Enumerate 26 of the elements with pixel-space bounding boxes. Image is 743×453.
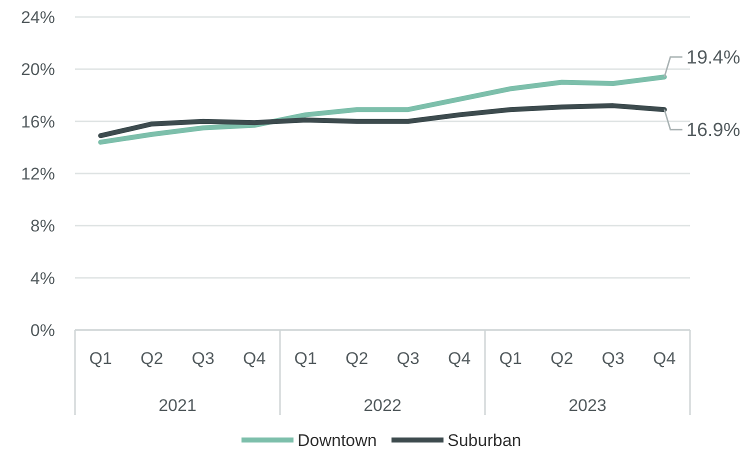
legend-label: Downtown (298, 430, 377, 450)
y-tick-label: 24% (20, 8, 55, 27)
x-tick-label: Q1 (499, 348, 522, 368)
x-tick-label: Q2 (550, 348, 574, 368)
text: 2022 (364, 396, 402, 415)
x-tick-label: Q4 (243, 348, 266, 368)
x-tick-label: Q3 (396, 348, 420, 368)
text: 2023 (568, 396, 606, 415)
y-tick-label: 4% (30, 268, 55, 288)
text: 2021 (158, 396, 196, 415)
y-tick-label: 20% (20, 60, 55, 80)
x-tick-label: Q2 (140, 348, 164, 368)
x-tick-label: Q4 (448, 348, 471, 368)
x-tick-label: Q3 (192, 348, 214, 368)
x-tick-label: Q3 (602, 348, 624, 368)
y-tick-label: 0% (30, 320, 55, 340)
x-tick-label: Q1 (89, 348, 112, 368)
x-tick-label: Q4 (653, 348, 676, 368)
legend-label: Suburban (448, 430, 522, 450)
data-label: 19.4% (686, 48, 740, 69)
y-tick-label: 16% (20, 112, 55, 132)
data-label: 16.9% (686, 120, 740, 142)
x-tick-label: Q1 (294, 348, 317, 368)
x-tick-label: Q2 (346, 348, 368, 368)
y-tick-label: 8% (30, 216, 55, 236)
y-tick-label: 12% (20, 164, 55, 184)
